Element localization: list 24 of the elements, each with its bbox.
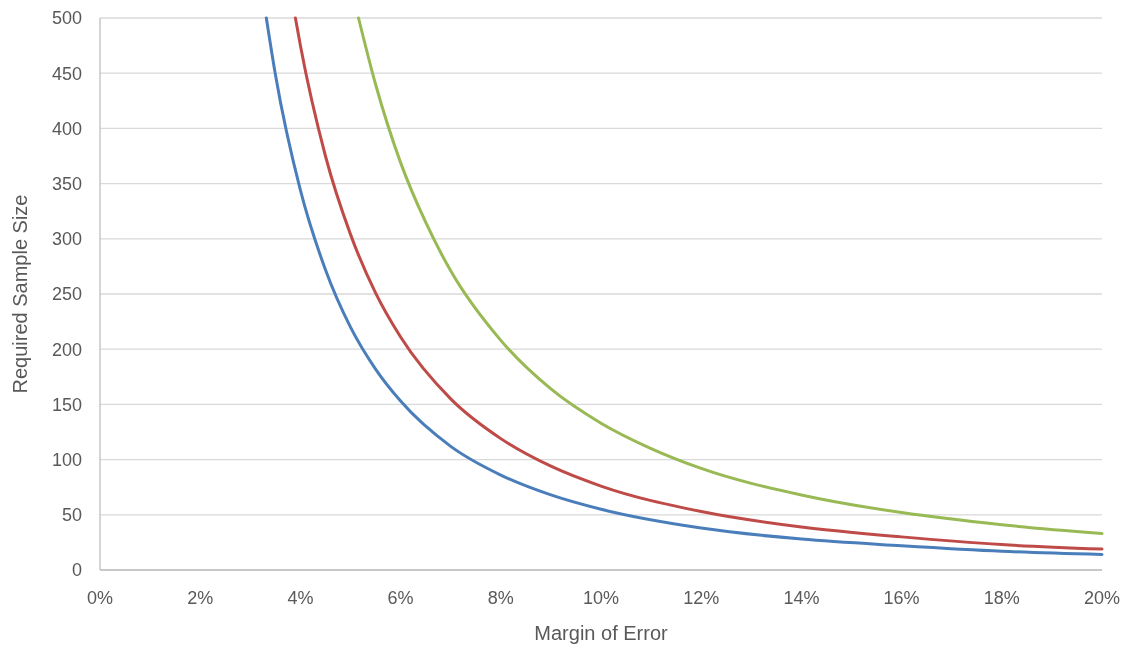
y-tick-label: 250 (51, 284, 82, 305)
x-tick-label: 14% (783, 588, 820, 608)
x-tick-label: 12% (683, 588, 720, 608)
x-tick-label: 20% (1083, 588, 1121, 608)
x-axis-title: Margin of Error (534, 622, 669, 644)
x-tick-label: 8% (487, 588, 514, 608)
y-tick-label: 500 (51, 8, 82, 29)
y-tick-label: 100 (51, 449, 82, 470)
y-tick-label: 50 (61, 505, 82, 526)
x-tick-label: 6% (387, 588, 414, 608)
y-tick-label: 300 (51, 229, 82, 250)
y-tick-label: 350 (51, 173, 82, 194)
x-tick-label: 10% (582, 588, 620, 608)
y-tick-label: 400 (51, 118, 82, 139)
y-tick-label: 0 (71, 560, 82, 581)
x-tick-label: 16% (883, 588, 920, 608)
x-tick-label: 4% (287, 588, 314, 608)
x-tick-label: 0% (86, 588, 114, 608)
y-axis-title: Required Sample Size (9, 194, 31, 394)
x-tick-label: 18% (983, 588, 1020, 608)
y-tick-label: 200 (51, 339, 82, 360)
x-tick-label: 2% (187, 588, 214, 608)
y-tick-label: 150 (51, 394, 82, 415)
y-tick-label: 450 (51, 63, 82, 84)
